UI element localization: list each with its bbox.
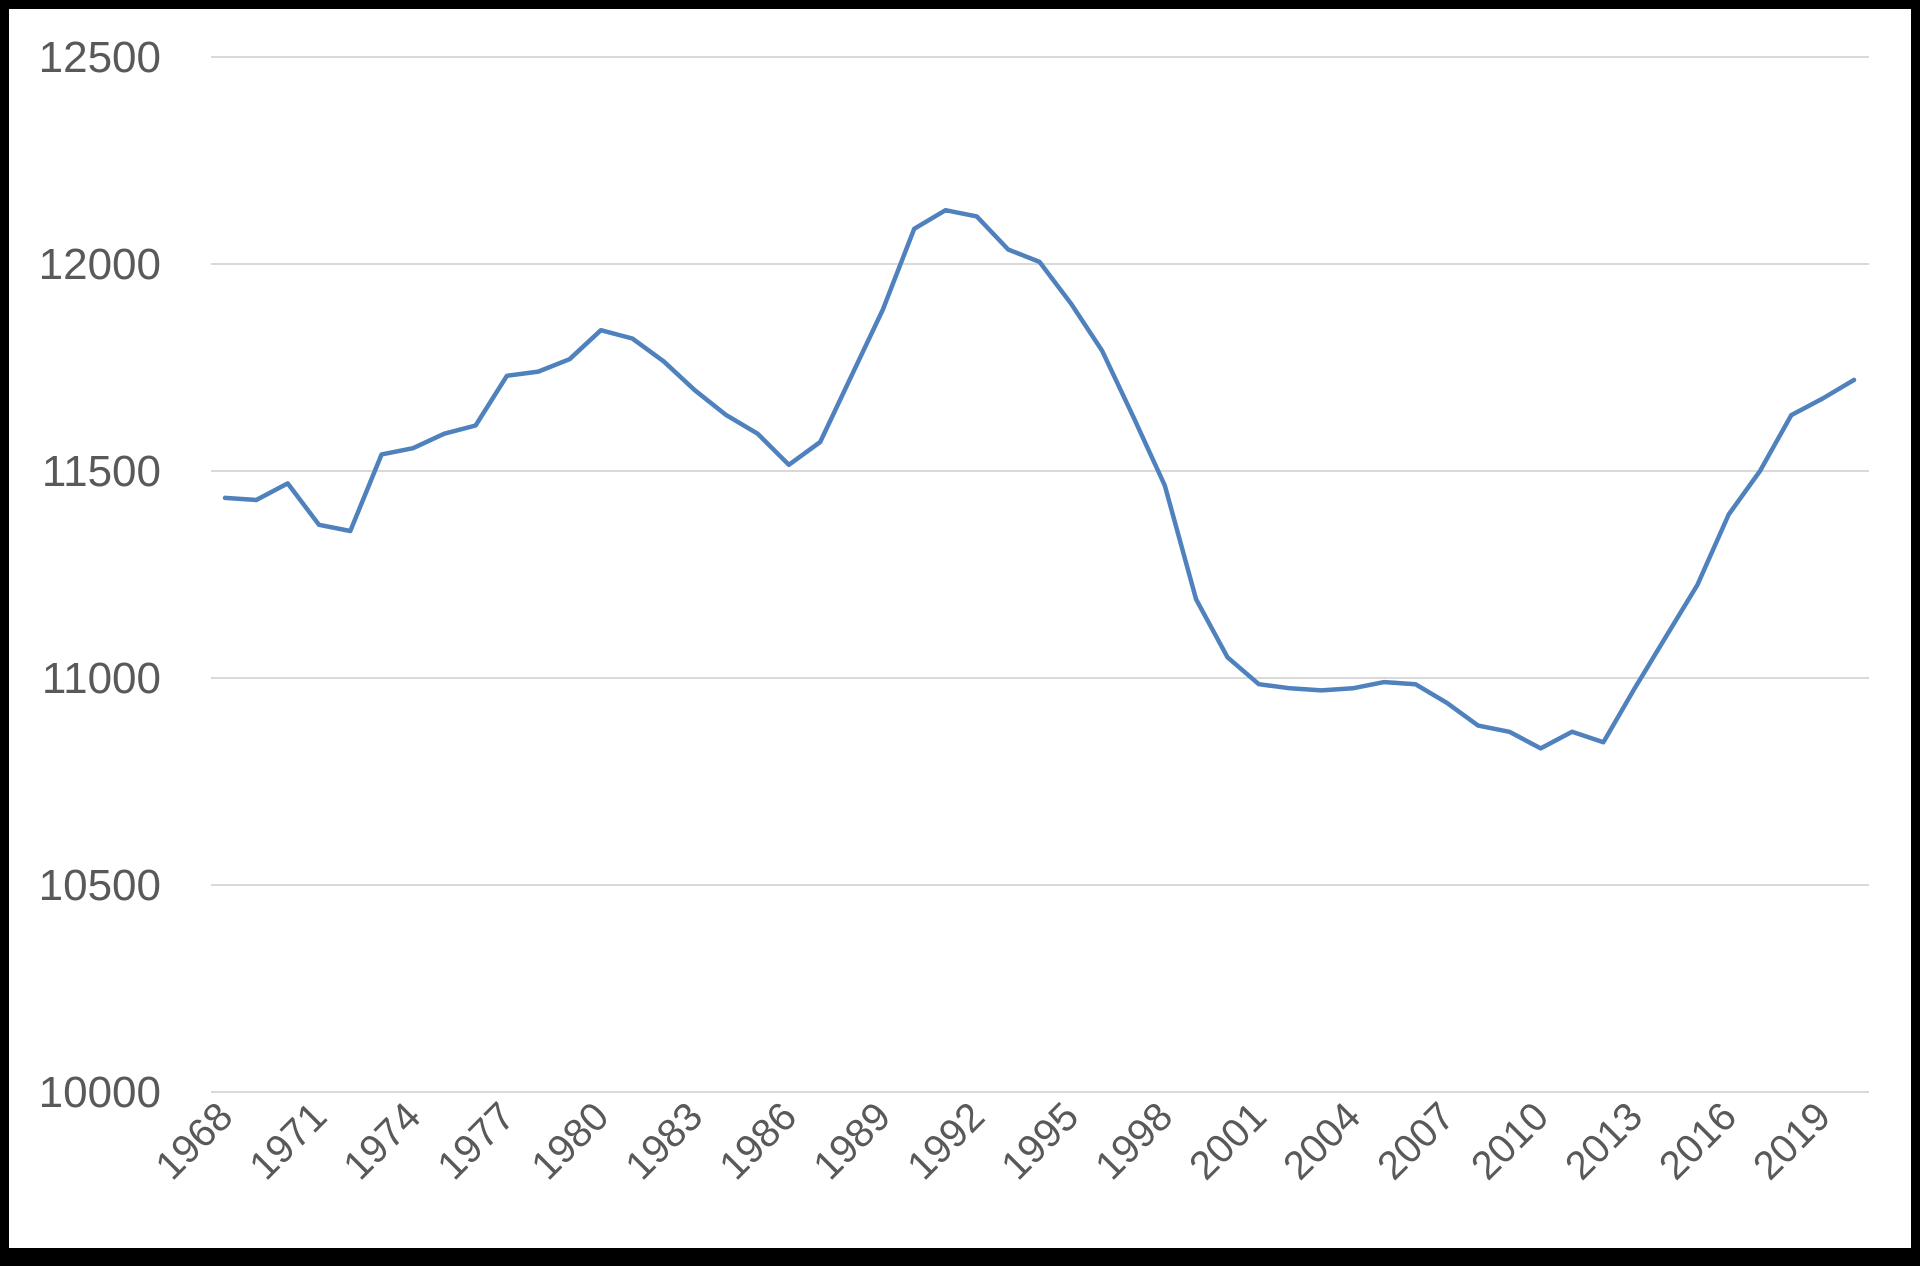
x-tick-label-1977: 1977 bbox=[429, 1094, 523, 1188]
y-tick-label-11000: 11000 bbox=[42, 654, 161, 703]
y-tick-label-10500: 10500 bbox=[39, 861, 161, 910]
x-tick-label-1995: 1995 bbox=[993, 1094, 1087, 1188]
x-tick-label-2019: 2019 bbox=[1745, 1094, 1839, 1188]
x-tick-label-2016: 2016 bbox=[1651, 1094, 1745, 1188]
x-tick-label-2010: 2010 bbox=[1463, 1094, 1557, 1188]
x-tick-label-1980: 1980 bbox=[523, 1094, 617, 1188]
x-tick-label-2007: 2007 bbox=[1369, 1094, 1463, 1188]
y-tick-label-12000: 12000 bbox=[39, 240, 161, 289]
series-line-0 bbox=[225, 210, 1854, 748]
y-tick-label-11500: 11500 bbox=[42, 447, 161, 496]
x-tick-label-1974: 1974 bbox=[335, 1094, 429, 1188]
gridlines bbox=[211, 57, 1869, 1092]
x-tick-label-1983: 1983 bbox=[617, 1094, 711, 1188]
y-tick-label-12500: 12500 bbox=[39, 33, 161, 82]
series-layer bbox=[225, 210, 1854, 748]
x-tick-label-1986: 1986 bbox=[711, 1094, 805, 1188]
x-tick-label-2004: 2004 bbox=[1275, 1094, 1369, 1188]
x-tick-label-1971: 1971 bbox=[241, 1094, 335, 1188]
x-tick-label-1992: 1992 bbox=[899, 1094, 993, 1188]
x-tick-label-1989: 1989 bbox=[805, 1094, 899, 1188]
y-axis-tick-labels: 10000 10500 11000 11500 12000 12500 bbox=[39, 33, 161, 1117]
y-tick-label-10000: 10000 bbox=[39, 1068, 161, 1117]
x-tick-label-2013: 2013 bbox=[1557, 1094, 1651, 1188]
x-tick-label-2001: 2001 bbox=[1181, 1094, 1275, 1188]
x-tick-label-1998: 1998 bbox=[1087, 1094, 1181, 1188]
x-tick-label-1968: 1968 bbox=[147, 1094, 241, 1188]
